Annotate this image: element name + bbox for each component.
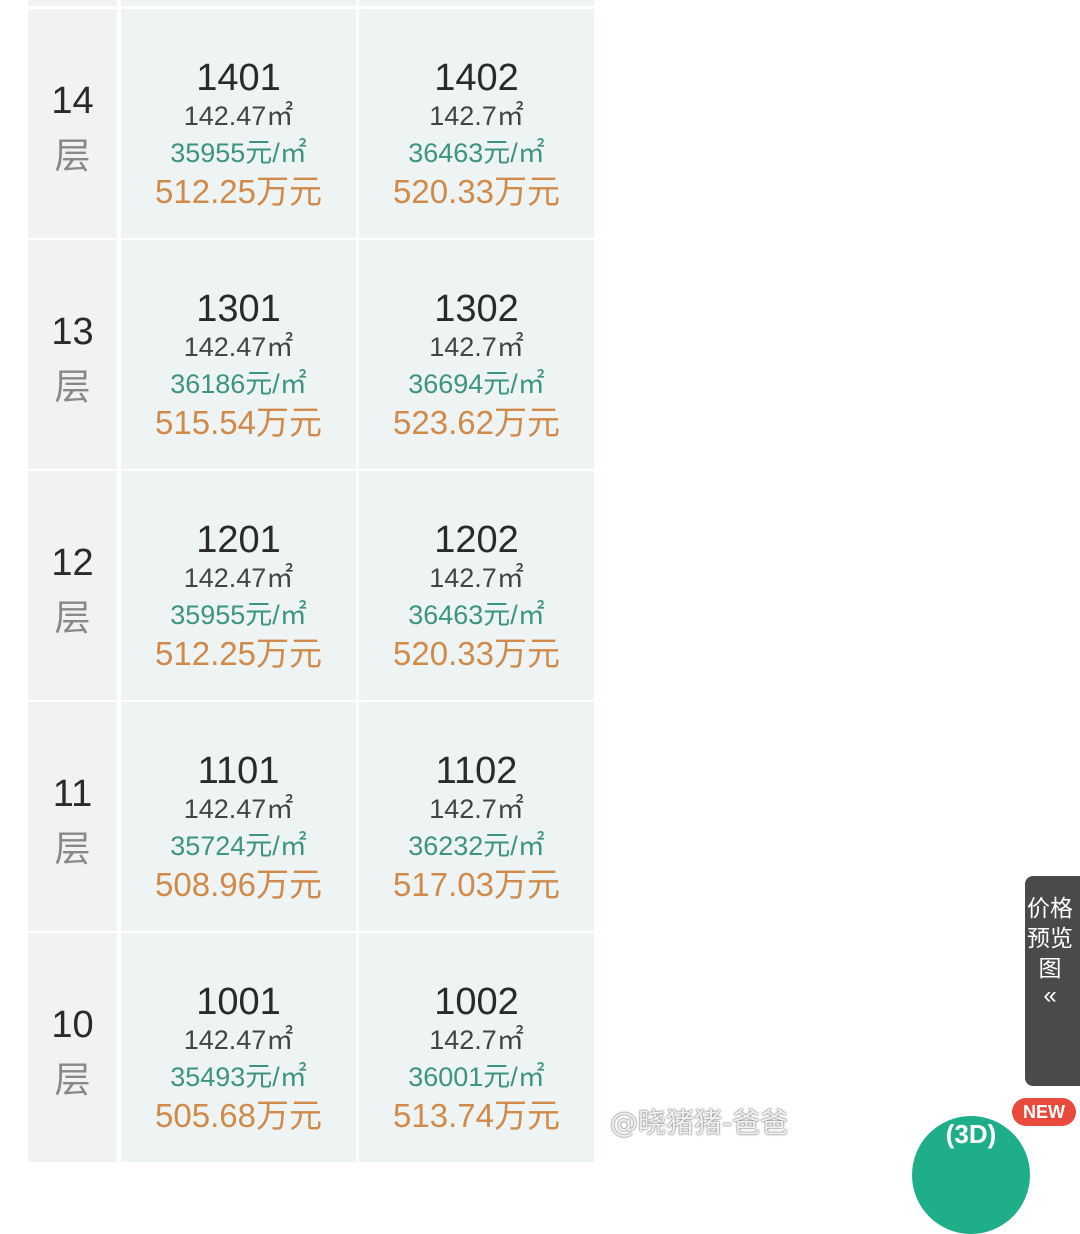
floor-number: 12 xyxy=(51,542,94,584)
unit-area: 142.7㎡ xyxy=(429,794,524,824)
room-number: 1302 xyxy=(434,288,519,330)
unit-area: 142.47㎡ xyxy=(183,563,294,593)
double-chevron-left-icon: « xyxy=(1043,982,1057,1009)
unit-area: 142.47㎡ xyxy=(183,1025,294,1055)
weibo-watermark: @晓猪猪-爸爸 xyxy=(610,1106,789,1139)
unit-total-price: 505.68万元 xyxy=(155,1097,322,1134)
floor-suffix: 层 xyxy=(54,829,91,870)
price-preview-panel-toggle[interactable]: 价格预览图 « xyxy=(1025,876,1080,1086)
price-preview-label: 价格预览图 xyxy=(1027,896,1073,982)
floor-suffix: 层 xyxy=(54,136,91,177)
floor-number: 13 xyxy=(51,311,94,353)
unit-total-price: 517.03万元 xyxy=(393,866,560,903)
unit-price-per-sqm: 36463元/㎡ xyxy=(408,600,545,630)
floor-number: 11 xyxy=(52,773,93,815)
unit-total-price: 523.62万元 xyxy=(393,404,560,441)
unit-total-price: 508.96万元 xyxy=(155,866,322,903)
unit-area: 142.47㎡ xyxy=(183,794,294,824)
room-number: 1001 xyxy=(196,981,281,1023)
unit-cell[interactable]: 1102 142.7㎡ 36232元/㎡ 517.03万元 xyxy=(359,702,594,931)
unit-price-per-sqm: 36186元/㎡ xyxy=(170,369,307,399)
unit-area: 142.47㎡ xyxy=(183,332,294,362)
unit-cell[interactable]: 1202 142.7㎡ 36463元/㎡ 520.33万元 xyxy=(359,471,594,700)
floor-suffix: 层 xyxy=(54,1060,91,1101)
unit-total-price: 520.33万元 xyxy=(393,173,560,210)
unit-cell-stub xyxy=(121,0,356,6)
unit-area: 142.7㎡ xyxy=(429,332,524,362)
unit-cell[interactable]: 1301 142.47㎡ 36186元/㎡ 515.54万元 xyxy=(121,240,356,469)
floor-suffix: 层 xyxy=(54,598,91,639)
unit-price-per-sqm: 36232元/㎡ xyxy=(408,831,545,861)
room-number: 1201 xyxy=(196,519,281,561)
floor-cell: 10 层 xyxy=(28,933,117,1162)
unit-price-per-sqm: 35724元/㎡ xyxy=(170,831,307,861)
floor-row: 14 层 1401 142.47㎡ 35955元/㎡ 512.25万元 1402… xyxy=(28,9,594,238)
room-number: 1401 xyxy=(196,57,281,99)
unit-price-per-sqm: 35493元/㎡ xyxy=(170,1062,307,1092)
3d-view-button[interactable]: (3D) xyxy=(912,1116,1030,1234)
room-number: 1002 xyxy=(434,981,519,1023)
unit-price-per-sqm: 35955元/㎡ xyxy=(170,600,307,630)
unit-total-price: 515.54万元 xyxy=(155,404,322,441)
floor-row: 11 层 1101 142.47㎡ 35724元/㎡ 508.96万元 1102… xyxy=(28,702,594,931)
unit-area: 142.7㎡ xyxy=(429,1025,524,1055)
unit-cell[interactable]: 1001 142.47㎡ 35493元/㎡ 505.68万元 xyxy=(121,933,356,1162)
unit-cell-stub xyxy=(359,0,594,6)
floor-cell: 13 层 xyxy=(28,240,117,469)
unit-cell[interactable]: 1201 142.47㎡ 35955元/㎡ 512.25万元 xyxy=(121,471,356,700)
floor-row: 10 层 1001 142.47㎡ 35493元/㎡ 505.68万元 1002… xyxy=(28,933,594,1162)
unit-area: 142.7㎡ xyxy=(429,563,524,593)
unit-area: 142.7㎡ xyxy=(429,101,524,131)
room-number: 1101 xyxy=(197,750,280,792)
floor-cell-stub xyxy=(28,0,117,6)
unit-price-per-sqm: 36694元/㎡ xyxy=(408,369,545,399)
floor-cell: 12 层 xyxy=(28,471,117,700)
unit-total-price: 513.74万元 xyxy=(393,1097,560,1134)
floor-cell: 14 层 xyxy=(28,9,117,238)
unit-cell[interactable]: 1101 142.47㎡ 35724元/㎡ 508.96万元 xyxy=(121,702,356,931)
floor-row: 12 层 1201 142.47㎡ 35955元/㎡ 512.25万元 1202… xyxy=(28,471,594,700)
unit-cell[interactable]: 1302 142.7㎡ 36694元/㎡ 523.62万元 xyxy=(359,240,594,469)
new-badge: NEW xyxy=(1012,1098,1076,1126)
unit-cell[interactable]: 1401 142.47㎡ 35955元/㎡ 512.25万元 xyxy=(121,9,356,238)
room-number: 1102 xyxy=(435,750,518,792)
unit-total-price: 520.33万元 xyxy=(393,635,560,672)
unit-price-per-sqm: 36463元/㎡ xyxy=(408,138,545,168)
unit-total-price: 512.25万元 xyxy=(155,635,322,672)
unit-cell[interactable]: 1402 142.7㎡ 36463元/㎡ 520.33万元 xyxy=(359,9,594,238)
unit-price-per-sqm: 35955元/㎡ xyxy=(170,138,307,168)
unit-total-price: 512.25万元 xyxy=(155,173,322,210)
floor-cell: 11 层 xyxy=(28,702,117,931)
floor-number: 10 xyxy=(51,1004,94,1046)
floor-row: 13 层 1301 142.47㎡ 36186元/㎡ 515.54万元 1302… xyxy=(28,240,594,469)
room-number: 1202 xyxy=(434,519,519,561)
unit-price-per-sqm: 36001元/㎡ xyxy=(408,1062,545,1092)
floor-number: 14 xyxy=(51,80,94,122)
room-number: 1301 xyxy=(196,288,281,330)
room-number: 1402 xyxy=(434,57,519,99)
floor-suffix: 层 xyxy=(54,367,91,408)
unit-cell[interactable]: 1002 142.7㎡ 36001元/㎡ 513.74万元 xyxy=(359,933,594,1162)
unit-area: 142.47㎡ xyxy=(183,101,294,131)
